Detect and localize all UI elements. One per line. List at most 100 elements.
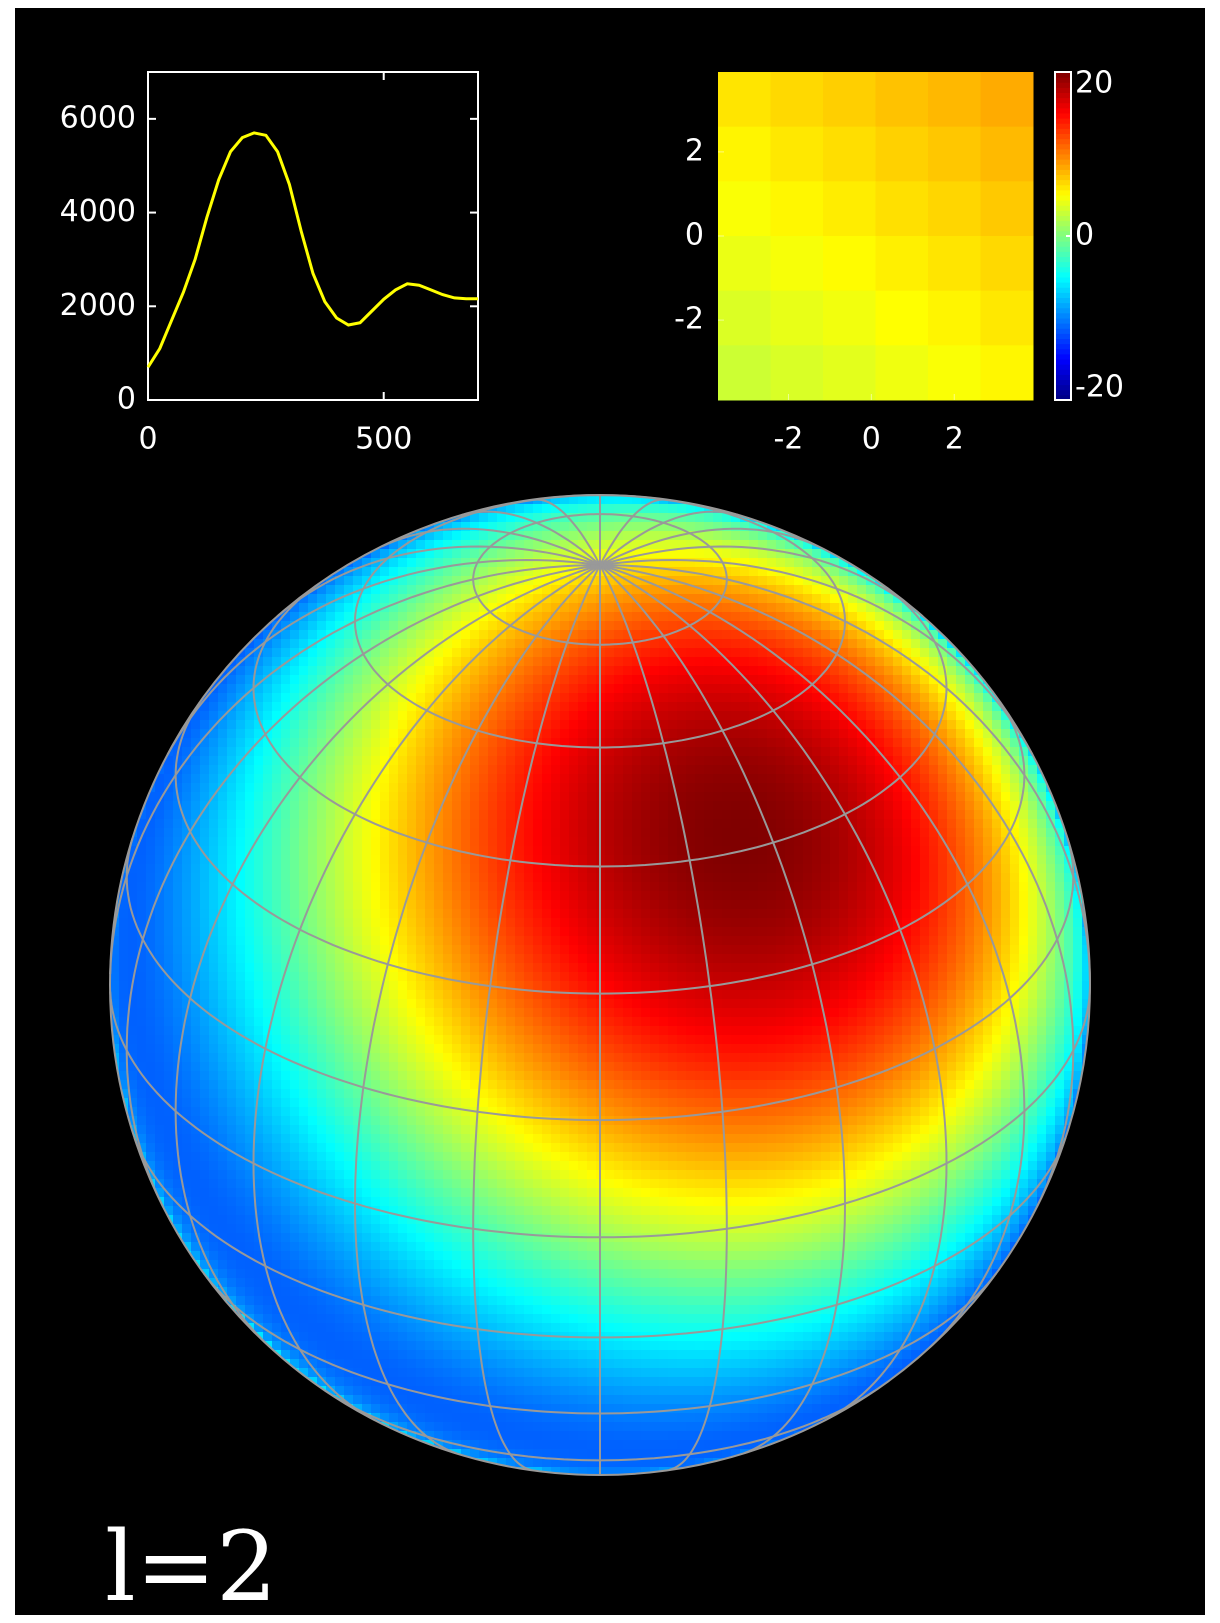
sphere-cell [551,630,561,640]
sphere-cell [587,504,597,514]
sphere-cell [974,765,984,775]
sphere-cell [866,657,876,667]
sphere-cell [488,621,498,631]
sphere-cell [803,882,813,892]
sphere-cell [722,675,732,685]
sphere-cell [884,855,894,865]
sphere-cell [785,612,795,622]
sphere-cell [1064,927,1074,937]
sphere-cell [776,630,786,640]
sphere-cell [632,972,642,982]
sphere-cell [830,873,840,883]
sphere-cell [839,693,849,703]
sphere-cell [299,738,309,748]
sphere-cell [542,945,552,955]
sphere-cell [641,657,651,667]
sphere-cell [1055,873,1065,883]
sphere-cell [605,819,615,829]
sphere-cell [299,639,309,649]
sphere-cell [803,873,813,883]
sphere-cell [191,882,201,892]
sphere-cell [650,918,660,928]
sphere-cell [830,900,840,910]
sphere-cell [461,657,471,667]
sphere-cell [164,828,174,838]
sphere-cell [776,558,786,568]
sphere-cell [830,963,840,973]
sphere-cell [920,882,930,892]
sphere-cell [758,684,768,694]
sphere-cell [641,936,651,946]
sphere-cell [164,990,174,1000]
sphere-cell [380,945,390,955]
sphere-cell [209,882,219,892]
sphere-cell [434,666,444,676]
sphere-cell [425,738,435,748]
sphere-cell [281,675,291,685]
sphere-cell [695,756,705,766]
sphere-cell [1028,891,1038,901]
sphere-cell [983,729,993,739]
sphere-cell [200,927,210,937]
sphere-cell [632,837,642,847]
sphere-cell [767,954,777,964]
sphere-cell [560,693,570,703]
sphere-cell [677,783,687,793]
sphere-cell [785,648,795,658]
sphere-cell [263,783,273,793]
sphere-cell [470,900,480,910]
sphere-cell [758,783,768,793]
sphere-cell [569,720,579,730]
sphere-cell [443,756,453,766]
sphere-cell [245,918,255,928]
sphere-cell [452,837,462,847]
sphere-cell [812,810,822,820]
sphere-cell [668,504,678,514]
sphere-cell [542,846,552,856]
sphere-cell [632,918,642,928]
sphere-cell [830,567,840,577]
sphere-cell [155,837,165,847]
sphere-cell [434,630,444,640]
sphere-cell [974,990,984,1000]
sphere-cell [506,963,516,973]
sphere-cell [533,612,543,622]
sphere-cell [488,756,498,766]
sphere-cell [830,675,840,685]
sphere-cell [218,918,228,928]
sphere-cell [830,936,840,946]
sphere-cell [254,882,264,892]
sphere-cell [272,846,282,856]
sphere-cell [461,972,471,982]
sphere-cell [335,774,345,784]
sphere-cell [749,918,759,928]
sphere-cell [1028,936,1038,946]
sphere-cell [776,783,786,793]
sphere-cell [317,828,327,838]
sphere-cell [875,855,885,865]
sphere-cell [569,774,579,784]
sphere-cell [668,918,678,928]
sphere-cell [272,702,282,712]
sphere-cell [830,927,840,937]
sphere-cell [506,549,516,559]
sphere-cell [821,972,831,982]
sphere-cell [416,729,426,739]
sphere-cell [659,918,669,928]
sphere-cell [677,765,687,775]
sphere-cell [218,882,228,892]
sphere-cell [803,792,813,802]
sphere-cell [344,576,354,586]
sphere-cell [641,756,651,766]
sphere-cell [749,864,759,874]
sphere-cell [578,990,588,1000]
sphere-cell [506,765,516,775]
sphere-cell [209,693,219,703]
sphere-cell [713,765,723,775]
sphere-cell [317,981,327,991]
sphere-cell [920,846,930,856]
sphere-cell [614,666,624,676]
sphere-cell [884,729,894,739]
sphere-cell [587,963,597,973]
sphere-cell [452,954,462,964]
